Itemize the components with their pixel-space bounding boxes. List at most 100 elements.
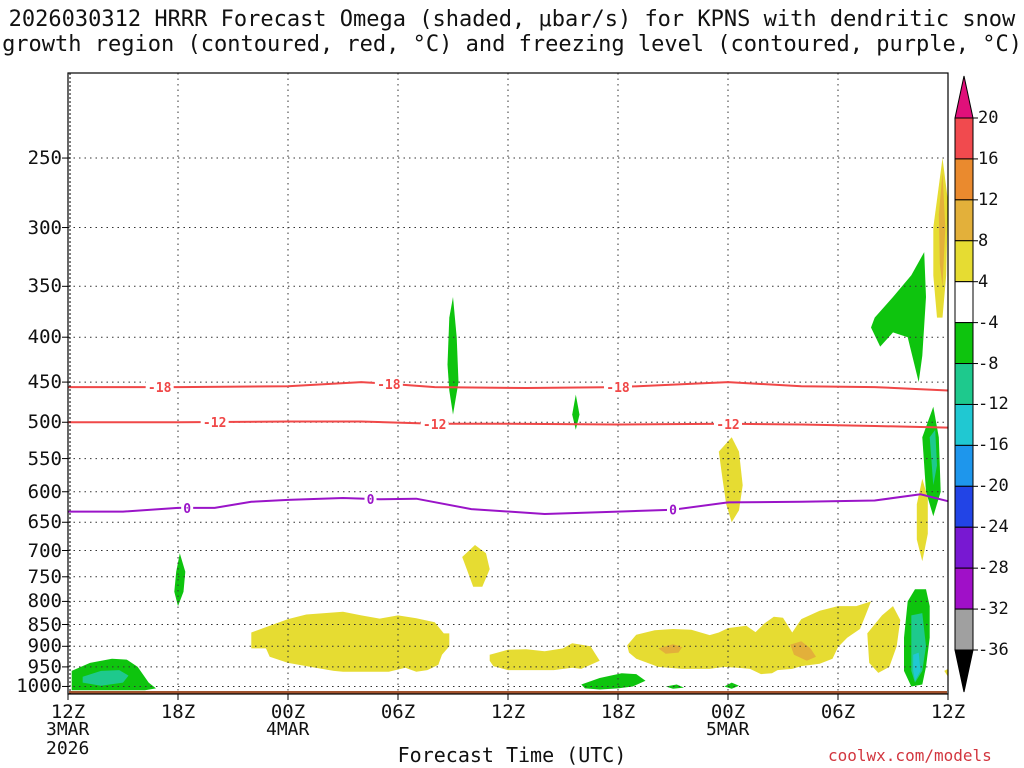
colorbar-label--12: -12 [978,394,1009,415]
colorbar-bin-0 [954,117,974,160]
colorbar-label-12: 12 [978,189,999,210]
contour-label-dgz-minus-18-2: -18 [606,381,630,396]
colorbar-bin-9 [954,485,974,528]
y-tick-label-400: 400 [27,326,62,349]
omega-region-25 [938,173,946,287]
contour-label-dgz-minus-18-1: -18 [377,378,401,393]
colorbar-label--20: -20 [978,476,1009,497]
contour-label-bg-freezing-level-0 [181,500,194,515]
y-tick-label-650: 650 [27,511,62,534]
y-tick-label-350: 350 [27,275,62,298]
omega-region-4 [462,545,490,587]
omega-region-16 [867,606,901,673]
y-tick-label-850: 850 [27,613,62,636]
omega-region-21 [929,429,937,486]
plot-frame [67,72,949,695]
colorbar-label--4: -4 [978,312,999,333]
x-tick-label-12: 00Z [270,701,306,723]
y-tick-label-700: 700 [27,539,62,562]
colorbar-label--36: -36 [978,640,1009,660]
colorbar-bin-12 [954,608,974,651]
omega-region-3 [251,611,450,672]
contour-label-freezing-level-0: 0 [183,502,191,517]
y-tick-label-250: 250 [27,147,62,170]
colorbar-bin-10 [954,526,974,569]
x-tick-label-36: 00Z [710,701,746,723]
x-tick-label-24: 12Z [490,701,526,723]
contour-label-dgz-minus-12-1: -12 [423,418,446,433]
omega-region-13 [718,437,743,523]
x-tick-label-48: 12Z [930,701,966,723]
contour-label-bg-dgz-minus-12-0 [200,414,229,429]
ground-layer [69,690,947,694]
x-tick-label-0: 12Z [50,701,86,723]
contour-layer: -18 -18 -18 -12 -12 -12 0 0 0 [68,376,949,519]
omega-region-7 [489,643,600,671]
omega-region-19 [913,652,921,681]
y-tick-label-750: 750 [27,565,62,588]
omega-region-5 [447,297,459,415]
contour-dgz-minus-18 [68,381,949,392]
grid-layer [68,73,948,694]
colorbar-bin-11 [954,567,974,610]
colorbar [954,75,978,693]
x-tick-label-30: 18Z [600,701,636,723]
colorbar-bin-3 [954,240,974,283]
contour-label-bg-dgz-minus-18-2 [604,380,632,395]
colorbar-label--16: -16 [978,435,1009,456]
x-axis-title: Forecast Time (UTC) [397,743,627,767]
date-label-0-1: 2026 [46,738,90,759]
colorbar-bottom-extend [954,649,974,693]
date-label-36-0: 5MAR [706,719,750,740]
y-tick-label-450: 450 [27,371,62,394]
colorbar-label-20: 20 [978,108,999,128]
colorbar-label--24: -24 [978,517,1009,538]
contour-label-bg-dgz-minus-18-0 [145,380,174,395]
y-tick-label-800: 800 [27,590,62,613]
colorbar-bin-2 [954,199,974,242]
y-tick-label-550: 550 [27,447,62,470]
omega-region-20 [922,406,941,517]
omega-region-22 [916,478,928,562]
date-label-12-0: 4MAR [266,719,310,740]
omega-region-8 [581,673,646,690]
omega-region-1 [82,670,129,686]
omega-region-23 [871,252,926,383]
contour-label-dgz-minus-18-0: -18 [148,381,172,396]
contour-label-freezing-level-1: 0 [367,493,375,508]
date-label-0-0: 3MAR [46,719,90,740]
y-tick-label-500: 500 [27,411,62,434]
x-tick-label-18: 06Z [380,701,416,723]
contour-freezing-level [68,493,949,516]
x-tick-label-42: 06Z [820,701,856,723]
colorbar-bin-4 [954,281,974,324]
colorbar-label--28: -28 [978,558,1009,579]
omega-region-14 [724,682,739,689]
colorbar-label--8: -8 [978,353,999,374]
omega-region-9 [627,601,871,675]
omega-region-15 [665,684,684,689]
omega-shading-layer [71,158,948,691]
omega-region-10 [658,644,683,654]
y-tick-label-900: 900 [27,635,62,658]
y-tick-label-600: 600 [27,480,62,503]
frame-layer [62,72,949,700]
contour-label-freezing-level-2: 0 [669,504,677,519]
colorbar-label-4: 4 [978,271,989,292]
contour-dgz-minus-12 [68,420,949,429]
colorbar-top-extend [954,75,974,119]
contour-label-dgz-minus-12-2: -12 [716,418,739,433]
omega-region-11 [790,641,816,661]
colorbar-bin-7 [954,403,974,446]
contour-label-bg-freezing-level-1 [364,491,377,506]
x-tick-label-6: 18Z [160,701,196,723]
ground-surface [69,690,947,694]
colorbar-bin-5 [954,322,974,365]
chart-title-line-1: 2026030312 HRRR Forecast Omega (shaded, … [8,7,1016,32]
contour-label-bg-dgz-minus-18-1 [374,376,403,391]
colorbar-bin-6 [954,363,974,405]
omega-region-2 [174,553,186,607]
credit-text: coolwx.com/models [828,746,992,765]
contour-label-bg-freezing-level-2 [667,502,679,517]
